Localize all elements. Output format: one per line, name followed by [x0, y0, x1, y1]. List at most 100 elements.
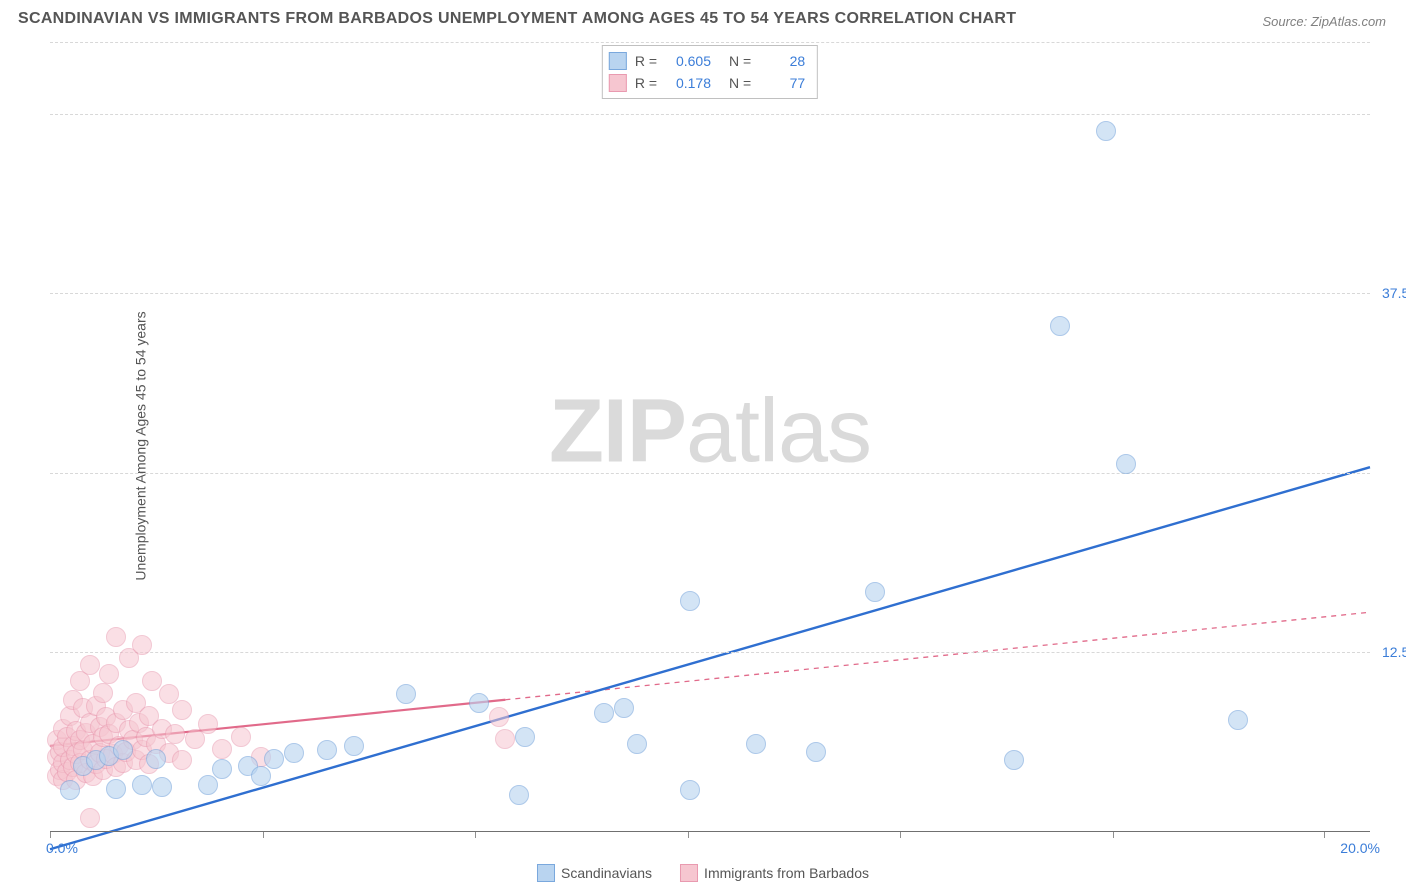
- stat-n-value-1: 28: [759, 53, 805, 69]
- data-point: [469, 693, 489, 713]
- legend-swatch-series-1: [537, 864, 555, 882]
- data-point: [96, 749, 116, 769]
- data-point: [63, 690, 83, 710]
- data-point: [746, 734, 766, 754]
- data-point: [614, 698, 634, 718]
- data-point: [90, 717, 110, 737]
- data-point: [865, 582, 885, 602]
- x-tick: [475, 832, 476, 838]
- data-point: [86, 750, 106, 770]
- data-point: [344, 736, 364, 756]
- data-point: [103, 744, 123, 764]
- data-point: [627, 734, 647, 754]
- data-point: [60, 706, 80, 726]
- data-point: [60, 780, 80, 800]
- x-axis-max-label: 20.0%: [1340, 840, 1380, 856]
- data-point: [212, 759, 232, 779]
- data-point: [50, 742, 70, 762]
- source-attribution: Source: ZipAtlas.com: [1262, 14, 1386, 29]
- data-point: [113, 700, 133, 720]
- data-point: [317, 740, 337, 760]
- data-point: [119, 648, 139, 668]
- data-point: [1096, 121, 1116, 141]
- data-point: [109, 736, 129, 756]
- data-point: [123, 730, 143, 750]
- data-point: [73, 740, 93, 760]
- y-tick-label: 12.5%: [1382, 644, 1406, 660]
- data-point: [53, 719, 73, 739]
- data-point: [116, 742, 136, 762]
- plot-area: ZIPatlas 0.0% 20.0% R = 0.605 N = 28 R =…: [50, 42, 1370, 832]
- data-point: [142, 671, 162, 691]
- data-point: [63, 736, 83, 756]
- data-point: [126, 693, 146, 713]
- data-point: [136, 727, 156, 747]
- data-point: [132, 740, 152, 760]
- stat-n-value-2: 77: [759, 75, 805, 91]
- data-point: [106, 779, 126, 799]
- data-point: [806, 742, 826, 762]
- x-tick: [1324, 832, 1325, 838]
- watermark: ZIPatlas: [549, 380, 871, 483]
- data-point: [53, 770, 73, 790]
- data-point: [489, 707, 509, 727]
- legend-stats-box: R = 0.605 N = 28 R = 0.178 N = 77: [602, 45, 818, 99]
- data-point: [76, 723, 96, 743]
- gridline: [50, 42, 1370, 43]
- data-point: [63, 757, 83, 777]
- data-point: [172, 700, 192, 720]
- data-point: [594, 703, 614, 723]
- data-point: [146, 734, 166, 754]
- legend-item-2: Immigrants from Barbados: [680, 864, 869, 882]
- legend-stats-row-1: R = 0.605 N = 28: [609, 50, 805, 72]
- x-tick: [1113, 832, 1114, 838]
- data-point: [129, 713, 149, 733]
- data-point: [198, 714, 218, 734]
- data-point: [251, 747, 271, 767]
- legend-item-1: Scandinavians: [537, 864, 652, 882]
- data-point: [76, 763, 96, 783]
- y-tick-label: 37.5%: [1382, 285, 1406, 301]
- data-point: [495, 729, 515, 749]
- data-point: [1228, 710, 1248, 730]
- data-point: [238, 756, 258, 776]
- data-point: [165, 724, 185, 744]
- x-tick: [50, 832, 51, 838]
- data-point: [60, 750, 80, 770]
- data-point: [47, 747, 67, 767]
- data-point: [113, 740, 133, 760]
- data-point: [680, 591, 700, 611]
- stat-n-label: N =: [729, 75, 751, 91]
- data-point: [106, 757, 126, 777]
- data-point: [212, 739, 232, 759]
- stat-n-label: N =: [729, 53, 751, 69]
- x-tick: [900, 832, 901, 838]
- data-point: [146, 749, 166, 769]
- data-point: [198, 775, 218, 795]
- data-point: [139, 706, 159, 726]
- data-point: [47, 730, 67, 750]
- data-point: [251, 766, 271, 786]
- data-point: [57, 727, 77, 747]
- data-point: [264, 749, 284, 769]
- gridline: [50, 652, 1370, 653]
- data-point: [185, 729, 205, 749]
- data-point: [396, 684, 416, 704]
- data-point: [509, 785, 529, 805]
- data-point: [66, 721, 86, 741]
- data-point: [70, 730, 90, 750]
- data-point: [73, 698, 93, 718]
- data-point: [99, 746, 119, 766]
- data-point: [57, 762, 77, 782]
- data-point: [139, 754, 159, 774]
- data-point: [152, 777, 172, 797]
- data-point: [1050, 316, 1070, 336]
- data-point: [80, 750, 100, 770]
- data-point: [172, 750, 192, 770]
- stat-r-label: R =: [635, 53, 657, 69]
- data-point: [83, 766, 103, 786]
- data-point: [132, 775, 152, 795]
- legend-swatch-series-2: [680, 864, 698, 882]
- data-point: [93, 683, 113, 703]
- data-point: [99, 664, 119, 684]
